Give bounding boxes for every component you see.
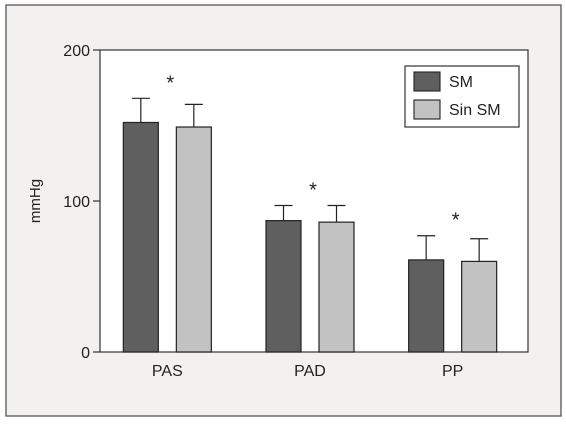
y-tick-label: 200 — [63, 43, 90, 60]
legend-label: Sin SM — [449, 102, 501, 119]
legend-swatch — [413, 71, 441, 92]
bar-sm-pas — [122, 121, 159, 353]
significance-marker: * — [166, 72, 174, 94]
legend-label: SM — [449, 74, 473, 91]
bar-sm-pad — [265, 220, 302, 353]
bars-group: * * * — [122, 72, 498, 353]
bar-sin-sm-pad — [318, 221, 355, 353]
x-axis: PAS PAD PP — [152, 363, 463, 380]
x-tick-label: PP — [442, 363, 463, 380]
bar-sm-pp — [408, 259, 445, 353]
y-tick-label: 0 — [81, 345, 90, 362]
y-axis: 0 100 200 — [63, 43, 100, 362]
legend: SM Sin SM — [404, 65, 520, 128]
x-tick-label: PAD — [294, 363, 326, 380]
significance-marker: * — [309, 180, 317, 202]
y-tick-label: 100 — [63, 194, 90, 211]
bar-sin-sm-pp — [461, 260, 498, 353]
bar-sin-sm-pas — [175, 126, 212, 353]
legend-swatch — [413, 99, 441, 120]
y-axis-label: mmHg — [27, 179, 44, 223]
x-tick-label: PAS — [152, 363, 183, 380]
significance-marker: * — [452, 210, 460, 232]
